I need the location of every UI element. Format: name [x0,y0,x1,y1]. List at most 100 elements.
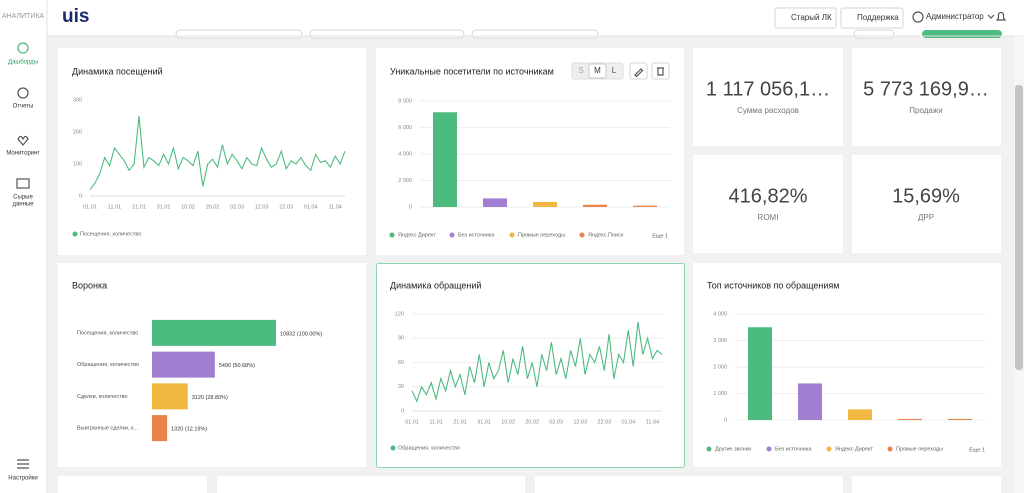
size-button[interactable]: S [578,66,583,75]
kpi-value: 416,82% [729,185,808,207]
line [89,115,346,190]
y-tick-label: 100 [73,161,82,167]
nav-icon [17,42,29,54]
kpi-value: 15,69% [892,185,960,207]
line [411,322,663,403]
legend-more[interactable]: Еще 1 [652,233,668,239]
x-tick-label: 12.03 [255,204,269,210]
user-icon [912,11,924,23]
delete-icon [657,67,664,76]
nav-label[interactable]: Сырые [13,195,33,201]
funnel-label: Выигранные сделки, к... [77,426,138,432]
logo[interactable]: uis [62,6,89,27]
legend-label[interactable]: Яндекс.Поиск [588,232,624,238]
kpi-label: Сумма расходов [737,106,799,115]
x-tick-label: 31.01 [477,419,491,425]
bar [633,205,657,207]
bar [848,409,872,420]
y-tick-label: 1 000 [713,391,727,397]
header-button[interactable] [840,7,904,29]
chart-title: Динамика обращений [390,280,481,290]
legend-label[interactable]: Прямые переходы [518,232,565,238]
legend-label[interactable]: Другие звонки [715,446,751,452]
legend-label[interactable]: Прямые переходы [896,446,943,452]
x-tick-label: 22.03 [597,419,611,425]
header-button[interactable] [774,7,837,29]
legend-marker [766,446,772,452]
header-button-label[interactable]: Поддержка [857,13,899,22]
chart-title: Уникальные посетители по источникам [390,66,554,76]
x-tick-label: 11.04 [646,419,659,425]
kpi-label: Продажи [909,106,942,115]
x-tick-label: 01.01 [83,204,97,210]
card [376,48,684,255]
legend-label[interactable]: Яндекс Директ [835,446,873,452]
chart-title: Топ источников по обращениям [707,280,839,290]
y-tick-label: 0 [409,204,412,210]
card [852,476,1001,493]
card [58,48,366,255]
x-tick-label: 01.01 [405,419,419,425]
scroll-thumb[interactable] [1015,85,1023,370]
size-button[interactable]: M [594,66,601,75]
filter[interactable] [309,29,465,39]
y-tick-label: 120 [395,311,404,317]
nav-label[interactable]: данные [12,202,34,208]
nav-label[interactable]: Мониторинг [6,151,40,157]
bar [948,418,972,420]
legend-marker [390,445,396,451]
legend-label[interactable]: Без источника [775,446,812,452]
kpi-value: 5 773 169,9… [863,78,989,100]
action-button[interactable] [922,30,1002,38]
bar [152,383,188,410]
edit-icon [634,68,644,78]
legend-marker [389,232,395,238]
legend-more[interactable]: Еще 1 [969,447,985,453]
size-button[interactable]: L [612,66,617,75]
y-tick-label: 4 000 [398,151,412,157]
chart-title: Воронка [72,280,107,290]
x-tick-label: 11.04 [329,204,342,210]
kpi-label: ДРР [918,213,934,222]
nav-icon [16,178,30,189]
sidebar [0,0,47,493]
x-tick-label: 10.02 [181,204,195,210]
y-tick-label: 2 000 [398,178,412,184]
legend-marker [509,232,515,238]
filter[interactable] [853,29,895,39]
legend-label[interactable]: Яндекс Директ [398,232,436,238]
bar [748,327,772,420]
card [535,476,843,493]
y-tick-label: 0 [401,408,404,414]
filter[interactable] [471,29,599,39]
x-tick-label: 10.02 [501,419,515,425]
chevron[interactable] [987,14,995,19]
nav-label[interactable]: Отчеты [13,104,34,110]
y-tick-label: 2 000 [713,364,727,370]
bell[interactable] [995,11,1007,21]
y-tick-label: 3 000 [713,338,727,344]
bar [483,198,507,207]
y-tick-label: 0 [79,193,82,199]
bar [898,418,922,420]
legend-label[interactable]: Без источника [458,232,495,238]
nav-label[interactable]: Дашборды [8,60,38,66]
y-tick-label: 300 [73,97,82,103]
nav-label[interactable]: Настройки [8,475,37,482]
delete-button[interactable] [651,62,670,80]
legend-marker [887,446,893,452]
kpi-value: 1 117 056,1… [706,78,830,100]
user-name[interactable]: Администратор [926,12,984,21]
kpi-card [852,155,1001,253]
size-active [588,63,607,79]
funnel-label: Обращения, количество [77,362,139,368]
y-tick-label: 8 000 [398,98,412,104]
filter[interactable] [175,29,303,39]
card [693,263,1001,467]
bar [533,201,557,207]
x-tick-label: 31.01 [157,204,171,210]
x-tick-label: 02.03 [549,419,563,425]
bar [798,383,822,420]
header-button-label[interactable]: Старый ЛК [791,13,832,22]
